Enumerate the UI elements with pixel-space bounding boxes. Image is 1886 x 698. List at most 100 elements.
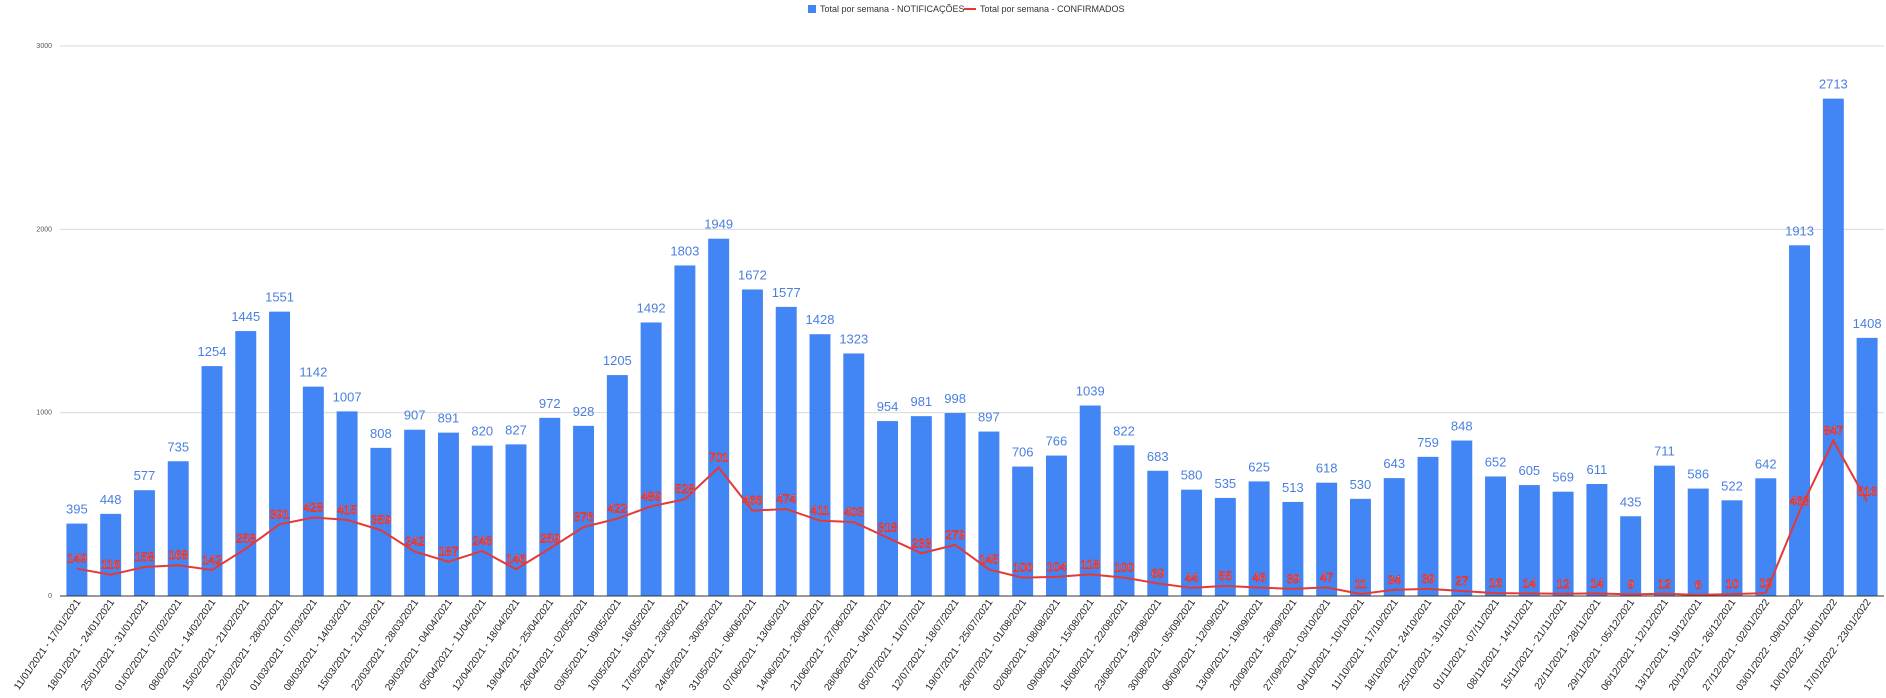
x-tick-label: 17/05/2021 - 23/05/2021	[620, 597, 692, 693]
legend-label-notificacoes: Total por semana - NOTIFICAÇÕES	[820, 4, 965, 14]
x-tick-label: 20/09/2021 - 26/09/2021	[1228, 597, 1300, 693]
bar	[1113, 445, 1135, 596]
x-tick-label: 15/03/2021 - 21/03/2021	[316, 597, 388, 693]
line-value-label: 55	[1219, 569, 1233, 583]
x-tick-label: 01/02/2021 - 07/02/2021	[113, 597, 185, 693]
bar	[1316, 482, 1338, 596]
x-tick-label: 05/04/2021 - 11/04/2021	[418, 597, 489, 692]
bar	[100, 513, 122, 596]
line-value-label: 14	[1590, 576, 1604, 590]
line-value-label: 168	[168, 548, 188, 562]
bar	[1012, 466, 1034, 596]
bar-value-label: 897	[978, 410, 1000, 425]
y-tick-label: 3000	[36, 43, 52, 50]
legend-label-confirmados: Total por semana - CONFIRMADOS	[980, 4, 1125, 14]
bar	[1045, 455, 1067, 596]
bar-value-label: 822	[1113, 423, 1135, 438]
line-value-label: 403	[844, 505, 864, 519]
x-tick-label: 12/04/2021 - 18/04/2021	[451, 597, 523, 693]
bar-value-label: 1007	[333, 389, 362, 404]
line-value-label: 466	[742, 494, 762, 508]
bar-value-label: 577	[134, 468, 156, 483]
bar-value-label: 1428	[806, 312, 835, 327]
x-tick-label: 27/12/2021 - 02/01/2022	[1701, 597, 1773, 693]
bar	[1653, 465, 1675, 596]
bar	[336, 411, 358, 596]
bar-value-label: 891	[438, 411, 460, 426]
bar	[809, 334, 831, 596]
line-value-label: 258	[236, 532, 256, 546]
bar-value-label: 1949	[704, 217, 733, 232]
bar-value-label: 1254	[198, 344, 227, 359]
line-value-label: 44	[1185, 571, 1199, 585]
x-tick-label: 26/07/2021 - 01/08/2021	[958, 597, 1030, 693]
bar-value-label: 1492	[637, 300, 666, 315]
bar	[1721, 500, 1743, 596]
bar-value-label: 827	[505, 422, 527, 437]
bar	[1079, 405, 1101, 596]
x-tick-label: 02/08/2021 - 08/08/2021	[991, 597, 1063, 693]
x-tick-label: 18/01/2021 - 24/01/2021	[46, 597, 118, 693]
bar	[437, 432, 459, 596]
x-tick-label: 13/09/2021 - 19/09/2021	[1194, 597, 1266, 693]
bar-value-label: 907	[404, 408, 426, 423]
line-value-label: 46	[1252, 571, 1266, 585]
line-value-label: 6	[1695, 578, 1702, 592]
bar	[573, 425, 595, 596]
bar-value-label: 1205	[603, 353, 632, 368]
bar-value-label: 513	[1282, 480, 1304, 495]
bar	[877, 421, 899, 596]
bar	[1282, 501, 1304, 596]
x-tick-label: 11/10/2021 - 17/10/2021	[1330, 597, 1401, 692]
bar-value-label: 580	[1181, 468, 1203, 483]
line-value-label: 246	[472, 534, 492, 548]
x-tick-label: 16/08/2021 - 22/08/2021	[1059, 597, 1131, 693]
bar-value-label: 972	[539, 396, 561, 411]
x-tick-label: 19/07/2021 - 25/07/2021	[924, 597, 996, 693]
line-value-label: 100	[1114, 561, 1134, 575]
x-tick-label: 20/12/2021 - 26/12/2021	[1667, 597, 1739, 693]
bar-value-label: 954	[877, 399, 899, 414]
x-tick-label: 31/05/2021 - 06/06/2021	[687, 597, 759, 693]
line-value-label: 516	[1857, 484, 1877, 498]
x-tick-label: 21/06/2021 - 27/06/2021	[789, 597, 861, 693]
line-value-label: 27	[1455, 574, 1469, 588]
bar-value-label: 569	[1552, 470, 1574, 485]
y-tick-label: 2000	[36, 226, 52, 233]
x-tick-label: 22/02/2021 - 28/02/2021	[214, 597, 286, 693]
line-value-label: 528	[675, 482, 695, 496]
bar-value-label: 981	[910, 394, 932, 409]
bar	[471, 445, 493, 596]
bar-value-label: 735	[167, 439, 189, 454]
bar	[843, 353, 865, 596]
bar-value-label: 2713	[1819, 77, 1848, 92]
bar-value-label: 395	[66, 502, 88, 517]
bar	[944, 413, 966, 596]
bar-value-label: 448	[100, 492, 122, 507]
bar-value-label: 820	[471, 424, 493, 439]
line-value-label: 47	[1320, 570, 1334, 584]
x-tick-label: 13/12/2021 - 19/12/2021	[1633, 597, 1705, 693]
x-tick-label: 11/01/2021 - 17/01/2021	[12, 597, 83, 692]
bar-value-label: 848	[1451, 419, 1473, 434]
bar-data-labels: 395 448 577 735 1254 1445 1551 1142 1007 808 907 89…	[66, 77, 1882, 517]
bar	[66, 523, 88, 596]
bar	[1518, 485, 1540, 596]
bar	[1181, 489, 1203, 596]
x-tick-label: 28/06/2021 - 04/07/2021	[822, 597, 894, 693]
bar-value-label: 683	[1147, 449, 1169, 464]
x-tick-label: 08/02/2021 - 14/02/2021	[147, 597, 219, 693]
line-value-label: 359	[371, 513, 391, 527]
bar	[910, 416, 932, 596]
legend: Total por semana - NOTIFICAÇÕES Total po…	[808, 4, 1125, 14]
bar	[1417, 456, 1439, 596]
x-tick-label: 26/04/2021 - 02/05/2021	[518, 597, 590, 693]
x-tick-label: 15/02/2021 - 21/02/2021	[181, 597, 253, 693]
x-tick-label: 01/11/2021 - 07/11/2021	[1431, 597, 1502, 692]
bar-value-label: 1577	[772, 285, 801, 300]
x-tick-label: 09/08/2021 - 15/08/2021	[1025, 597, 1097, 693]
bar-value-label: 706	[1012, 445, 1034, 460]
bar	[1586, 483, 1608, 596]
